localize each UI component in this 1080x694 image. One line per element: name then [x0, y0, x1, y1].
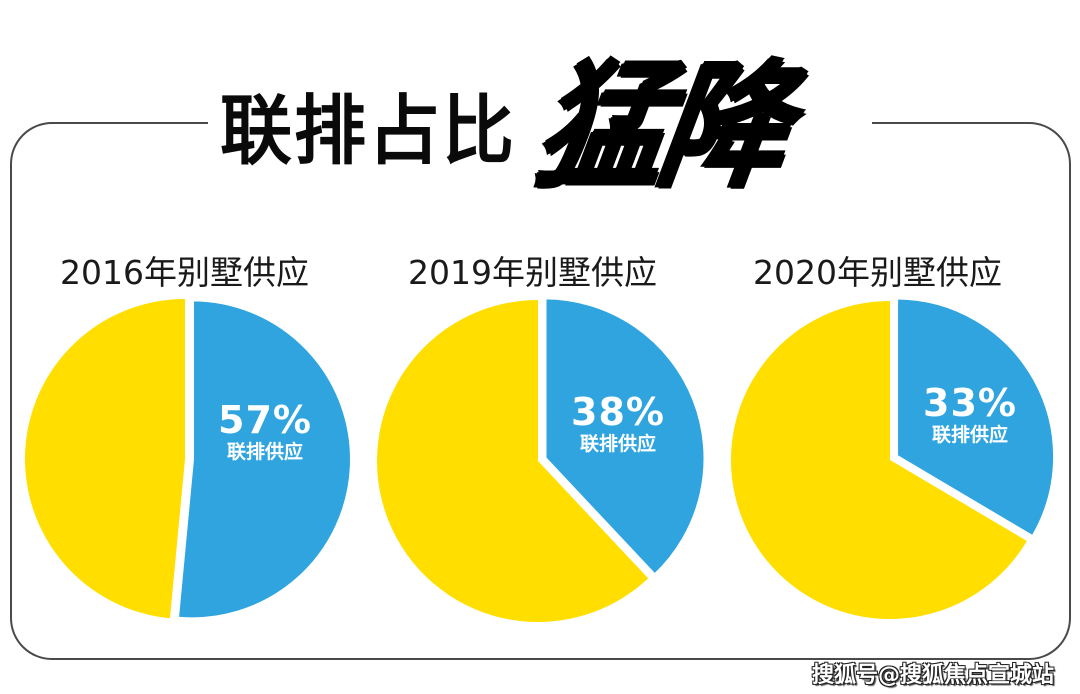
pie-slice-rowhouse	[894, 295, 1058, 541]
pie-panel-2020: 2020年别墅供应 33% 联排供应	[715, 240, 1075, 630]
pie-caption: 联排供应	[579, 433, 656, 455]
pie-chart	[731, 295, 1058, 619]
pie-percent: 33%	[923, 381, 1017, 425]
watermark: 搜狐号@搜狐焦点宣城站	[811, 663, 1054, 688]
title-main-text: 联排占比	[220, 86, 517, 176]
pie-slice-label: 33% 联排供应	[915, 383, 1025, 447]
pie-slice-rowhouse	[542, 295, 708, 579]
pie-slice-label: 38% 联排供应	[563, 392, 673, 456]
pie-chart	[24, 297, 354, 622]
pie-title: 2019年别墅供应	[408, 253, 657, 292]
page-title: 联排占比 猛降	[212, 47, 872, 207]
pie-title: 2016年别墅供应	[60, 253, 309, 292]
pie-percent: 57%	[218, 398, 312, 442]
title-gap	[208, 112, 872, 136]
pie-percent: 38%	[571, 390, 665, 434]
pie-chart	[376, 295, 708, 622]
pie-slice-other	[24, 299, 185, 619]
pie-slice-other	[731, 301, 1027, 619]
pie-caption: 联排供应	[931, 424, 1008, 446]
pie-panel-2016: 2016年别墅供应 57% 联排供应	[5, 240, 365, 630]
pie-slice-rowhouse	[174, 297, 354, 622]
pie-slice-other	[376, 300, 649, 622]
title-accent-text: 猛降	[526, 47, 794, 207]
pie-panel-2019: 2019年别墅供应 38% 联排供应	[360, 240, 720, 630]
pie-slice-label: 57% 联排供应	[210, 400, 320, 464]
pie-title: 2020年别墅供应	[753, 253, 1002, 292]
pie-caption: 联排供应	[226, 441, 303, 463]
